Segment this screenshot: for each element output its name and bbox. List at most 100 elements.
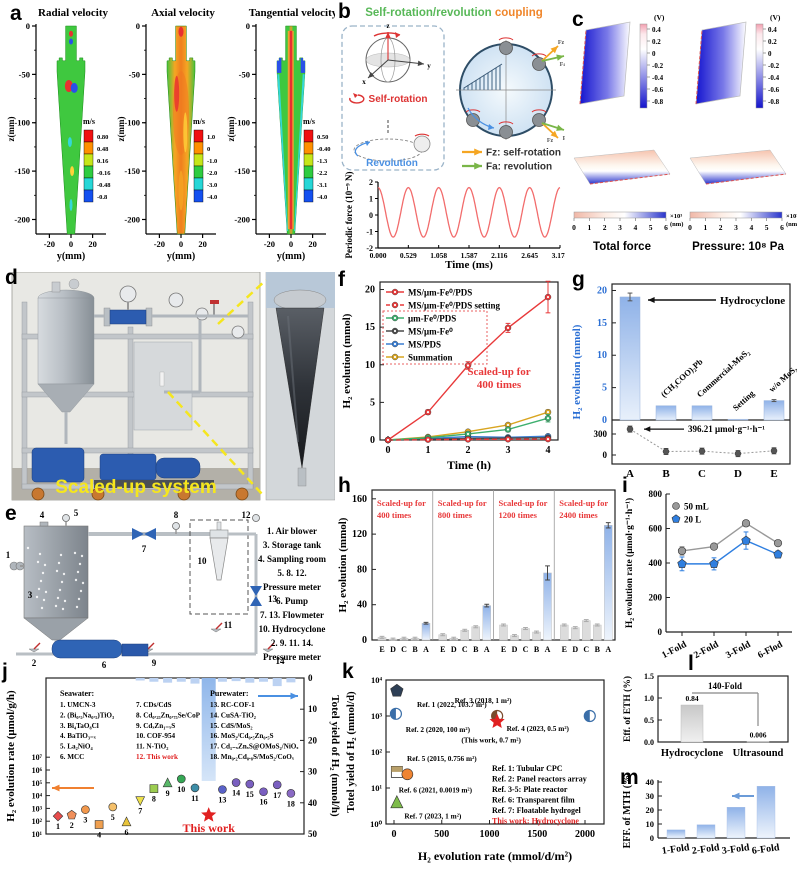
svg-text:0.48: 0.48: [97, 146, 109, 153]
svg-text:1.0: 1.0: [644, 694, 654, 703]
svg-text:-0.48: -0.48: [97, 182, 111, 189]
svg-text:E: E: [501, 645, 506, 654]
svg-text:1500: 1500: [527, 829, 547, 840]
svg-text:13: 13: [218, 795, 226, 804]
panel-label-g: g: [572, 268, 585, 291]
svg-text:Totel yield of H₂ (mmol/h): Totel yield of H₂ (mmol/h): [329, 695, 340, 817]
panel-label-b: b: [338, 0, 351, 23]
svg-text:Ref. 4 (2023, 0.5 m²): Ref. 4 (2023, 0.5 m²): [507, 724, 570, 733]
svg-text:20: 20: [88, 239, 97, 249]
svg-text:-50: -50: [129, 69, 140, 79]
svg-text:5. La₂NiO₄: 5. La₂NiO₄: [60, 743, 94, 751]
svg-text:Axial velocity: Axial velocity: [151, 7, 215, 19]
svg-text:5: 5: [111, 813, 115, 822]
svg-text:z(mm): z(mm): [6, 117, 16, 142]
svg-text:0: 0: [207, 146, 210, 153]
svg-text:10²: 10²: [32, 817, 43, 826]
svg-text:-100: -100: [234, 118, 250, 128]
svg-text:-50: -50: [239, 69, 250, 79]
panel-i-rate-fold-line-chart: 0 200 400 600 800 50 mL 20 L 1-Fold 2-Fold 3-Fold…: [620, 482, 797, 675]
panel-b-rotation-coupling: Self-rotation/revolution coupling z y x Self…: [336, 2, 569, 275]
svg-text:0: 0: [308, 673, 313, 683]
svg-text:B: B: [662, 468, 670, 480]
svg-text:7: 7: [138, 807, 142, 816]
svg-text:0: 0: [289, 239, 293, 249]
panel-label-a: a: [10, 2, 22, 25]
svg-text:1: 1: [426, 445, 431, 456]
svg-text:Ref. 1 (2022, 103.7 m²): Ref. 1 (2022, 103.7 m²): [417, 700, 487, 709]
svg-text:EFF. of MTH (%): EFF. of MTH (%): [622, 774, 633, 848]
svg-text:Fz: self-rotation: Fz: self-rotation: [486, 148, 561, 159]
svg-text:Pressure meter: Pressure meter: [263, 652, 321, 662]
svg-text:17. Cd₁₋ₓZnₓS@OMoS₂/NiOₓ: 17. Cd₁₋ₓZnₓS@OMoS₂/NiOₓ: [210, 743, 299, 751]
svg-text:Ref. 3-5: Plate reactor: Ref. 3-5: Plate reactor: [492, 785, 568, 794]
svg-text:10: 10: [177, 785, 185, 794]
svg-text:Fa: Fa: [563, 136, 565, 142]
svg-text:Tangential velocity: Tangential velocity: [249, 7, 335, 19]
svg-text:Self-rotation/revolution coupl: Self-rotation/revolution coupling: [365, 7, 543, 19]
svg-text:1.0: 1.0: [207, 134, 215, 141]
svg-text:Ref. 2 (2020, 100 m²): Ref. 2 (2020, 100 m²): [406, 725, 471, 734]
svg-text:Self-rotation: Self-rotation: [369, 94, 428, 105]
svg-text:3: 3: [506, 445, 511, 456]
svg-text:1.587: 1.587: [461, 251, 478, 260]
svg-text:1000: 1000: [480, 829, 500, 840]
svg-text:z: z: [386, 22, 389, 30]
svg-text:-0.8: -0.8: [652, 98, 664, 106]
svg-text:6: 6: [125, 828, 129, 837]
svg-text:1: 1: [369, 195, 373, 204]
svg-text:0.80: 0.80: [97, 134, 108, 141]
svg-text:Fa: Fa: [560, 62, 565, 68]
svg-text:10⁶: 10⁶: [32, 766, 43, 775]
svg-text:Hydrocyclone: Hydrocyclone: [661, 748, 724, 759]
svg-text:80: 80: [357, 564, 367, 575]
svg-text:40: 40: [308, 798, 318, 808]
svg-text:10. COF-954: 10. COF-954: [136, 732, 176, 740]
svg-text:Periodic force (10⁻⁹ N): Periodic force (10⁻⁹ N): [344, 171, 354, 258]
svg-text:400: 400: [649, 558, 663, 568]
svg-text:14: 14: [276, 656, 286, 666]
svg-text:30: 30: [646, 791, 655, 801]
svg-text:0: 0: [369, 211, 373, 220]
svg-text:4. Sampling room: 4. Sampling room: [258, 554, 327, 564]
svg-text:12: 12: [242, 510, 252, 520]
svg-text:1. Air blower: 1. Air blower: [267, 526, 317, 536]
svg-text:A: A: [626, 468, 634, 480]
svg-text:9. CdₓZn₁₋ₓS: 9. CdₓZn₁₋ₓS: [136, 722, 175, 730]
svg-text:D: D: [572, 645, 578, 654]
svg-text:20: 20: [308, 735, 318, 745]
svg-text:-0.4: -0.4: [768, 74, 780, 82]
svg-text:m/s: m/s: [83, 117, 95, 126]
svg-text:Scaled-up for: Scaled-up for: [467, 366, 530, 378]
svg-text:(This work, 0.7 m²): (This work, 0.7 m²): [461, 736, 521, 745]
panel-label-i: i: [622, 474, 628, 497]
svg-text:Summation: Summation: [408, 353, 453, 363]
svg-text:-20: -20: [264, 239, 275, 249]
svg-text:5: 5: [765, 223, 769, 232]
svg-text:10³: 10³: [32, 804, 43, 813]
svg-text:-1.0: -1.0: [207, 158, 217, 165]
svg-text:-0.4: -0.4: [652, 74, 664, 82]
mth-efficiency-bars: 0 10 20 30 40 1-Fold 2-Fold 3-Fold 6-Fold EFF. of…: [622, 772, 790, 857]
svg-text:y(mm): y(mm): [167, 251, 195, 262]
svg-text:0: 0: [362, 635, 367, 646]
svg-text:-2: -2: [366, 244, 373, 253]
svg-text:E: E: [379, 645, 384, 654]
svg-text:20: 20: [646, 805, 655, 815]
panel-h-scaleup-bar-chart: 0 40 80 120 160 Scaled-up for 400 times E D C B A Sc…: [336, 482, 619, 675]
svg-text:3-Fold: 3-Fold: [724, 639, 753, 661]
svg-text:(V): (V): [654, 13, 665, 22]
svg-text:Eff. of ETH (%): Eff. of ETH (%): [622, 676, 633, 742]
svg-text:E: E: [770, 468, 777, 480]
svg-text:×10³: ×10³: [786, 213, 797, 220]
svg-text:Ref. 7: Floatable hydrogel: Ref. 7: Floatable hydrogel: [492, 806, 582, 815]
svg-text:20: 20: [308, 239, 317, 249]
svg-text:0.006: 0.006: [750, 731, 767, 740]
svg-text:Revolution: Revolution: [366, 158, 418, 169]
svg-text:2000: 2000: [575, 829, 595, 840]
svg-text:This work: Hydrocyclone: This work: Hydrocyclone: [492, 817, 579, 826]
svg-text:7. CDs/CdS: 7. CDs/CdS: [136, 701, 172, 709]
svg-text:2: 2: [603, 223, 607, 232]
svg-text:B: B: [412, 645, 418, 654]
